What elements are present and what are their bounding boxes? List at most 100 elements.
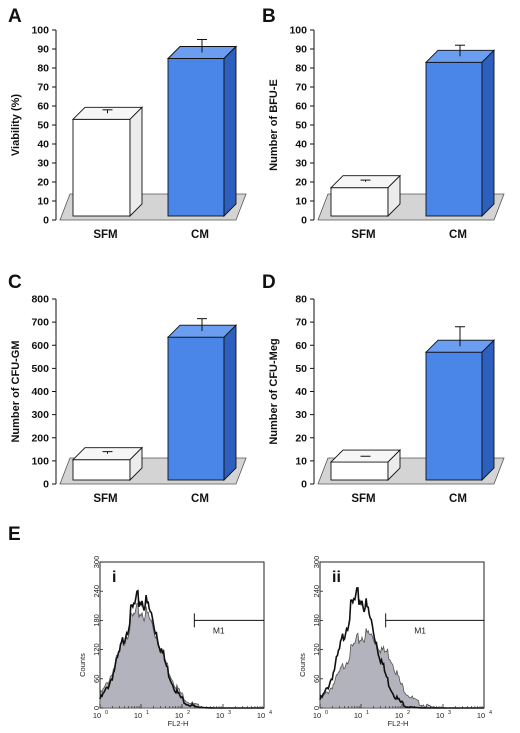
bar-chart-b: 0 10 20 30 40 50 60 70 80 90 100 Number of BFU-E SFM… — [268, 25, 505, 241]
bar-sfm — [329, 448, 402, 482]
y-axis-label: Number of BFU-E — [268, 79, 280, 171]
y-tick-label: 30 — [295, 409, 307, 421]
x-tick-exponent: 1 — [366, 710, 369, 716]
bar-front — [425, 61, 483, 217]
subpanel-label: i — [112, 569, 116, 586]
bar-side — [223, 45, 237, 218]
category-label-cm: CM — [449, 229, 467, 241]
bar-side — [387, 448, 401, 482]
y-tick-label: 50 — [295, 363, 307, 375]
y-tick-label: 700 — [31, 317, 49, 329]
y-tick-label: 800 — [31, 294, 49, 306]
y-tick-label: 120 — [92, 643, 101, 656]
bar-front — [330, 187, 389, 217]
x-tick-exponent: 4 — [269, 710, 272, 716]
bar-chart-c: 0 100 200 300 400 500 600 700 800 Number of CFU-G… — [10, 294, 247, 505]
y-tick-label: 60 — [295, 340, 307, 352]
x-tick-label: 10 — [257, 711, 265, 720]
category-label-cm: CM — [191, 229, 209, 241]
x-tick-label: 10 — [395, 711, 403, 720]
bar-sfm — [71, 446, 144, 482]
y-tick-label: 0 — [43, 215, 49, 227]
y-axis-label: Viability (%) — [10, 94, 22, 156]
histogram-outline — [99, 589, 264, 709]
y-tick-label: 50 — [295, 120, 307, 132]
panel-label-d: D — [262, 272, 276, 293]
x-tick-exponent: 2 — [407, 710, 410, 716]
y-tick-label: 10 — [37, 196, 49, 208]
category-label-cm: CM — [449, 493, 467, 505]
y-tick-label: 100 — [31, 25, 49, 37]
y-tick-label: 300 — [92, 556, 101, 569]
category-label-sfm: SFM — [93, 229, 117, 241]
bar-sfm — [329, 174, 402, 218]
x-tick-exponent: 1 — [146, 710, 149, 716]
y-tick-label: 10 — [295, 455, 307, 467]
bar-sfm — [71, 106, 144, 218]
x-axis-label: FL2-H — [168, 719, 189, 728]
x-tick-exponent: 3 — [228, 710, 231, 716]
bar-front — [330, 461, 389, 481]
y-tick-label: 70 — [295, 82, 307, 94]
x-tick-label: 10 — [216, 711, 224, 720]
y-tick-label: 30 — [37, 158, 49, 170]
bar-side — [129, 106, 143, 218]
panel-label-e: E — [8, 524, 21, 545]
bar-front — [167, 58, 225, 217]
y-tick-label: 0 — [312, 706, 321, 710]
category-label-sfm: SFM — [351, 229, 375, 241]
y-tick-label: 10 — [295, 196, 307, 208]
y-tick-label: 200 — [31, 432, 49, 444]
x-tick-exponent: 0 — [105, 710, 108, 716]
bar-side — [223, 324, 237, 482]
x-tick-label: 10 — [354, 711, 362, 720]
bar-side — [387, 174, 401, 218]
y-axis-label: Counts — [298, 653, 307, 677]
x-tick-label: 10 — [175, 711, 183, 720]
panel-label-c: C — [8, 272, 22, 293]
x-tick-exponent: 2 — [187, 710, 190, 716]
y-tick-label: 300 — [312, 556, 321, 569]
y-tick-label: 80 — [295, 294, 307, 306]
y-tick-label: 60 — [295, 101, 307, 113]
bar-chart-d: 0 10 20 30 40 50 60 70 80 Number of CFU-Meg SFM CM — [268, 294, 505, 505]
y-tick-label: 90 — [37, 44, 49, 56]
x-tick-label: 10 — [93, 711, 101, 720]
y-tick-label: 180 — [92, 614, 101, 627]
x-tick-exponent: 4 — [489, 710, 492, 716]
bar-side — [129, 446, 143, 482]
y-tick-label: 0 — [301, 479, 307, 491]
y-tick-label: 500 — [31, 363, 49, 375]
y-tick-label: 40 — [295, 386, 307, 398]
y-tick-label: 20 — [37, 177, 49, 189]
category-label-sfm: SFM — [351, 493, 375, 505]
bar-cm — [166, 318, 238, 482]
x-tick-exponent: 0 — [325, 710, 328, 716]
y-tick-label: 120 — [312, 643, 321, 656]
category-label-cm: CM — [191, 493, 209, 505]
y-tick-label: 400 — [31, 386, 49, 398]
bar-cm — [166, 39, 238, 218]
subpanel-label: ii — [332, 569, 341, 586]
y-tick-label: 60 — [37, 101, 49, 113]
y-axis-label: Counts — [78, 653, 87, 677]
bar-cm — [424, 44, 496, 218]
y-tick-label: 0 — [92, 706, 101, 710]
bar-side — [481, 339, 495, 482]
y-tick-label: 0 — [301, 215, 307, 227]
bar-front — [72, 459, 131, 481]
bar-chart-a: 0 10 20 30 40 50 60 70 80 90 100 Viability (%) SFM CM — [10, 25, 247, 241]
y-tick-label: 90 — [295, 44, 307, 56]
x-tick-label: 10 — [436, 711, 444, 720]
y-tick-label: 60 — [92, 675, 101, 683]
y-tick-label: 20 — [295, 432, 307, 444]
gate-label: M1 — [213, 625, 225, 635]
y-tick-label: 50 — [37, 120, 49, 132]
gate-label: M1 — [414, 625, 426, 635]
x-tick-exponent: 3 — [448, 710, 451, 716]
y-tick-label: 80 — [37, 63, 49, 75]
x-tick-label: 10 — [134, 711, 142, 720]
